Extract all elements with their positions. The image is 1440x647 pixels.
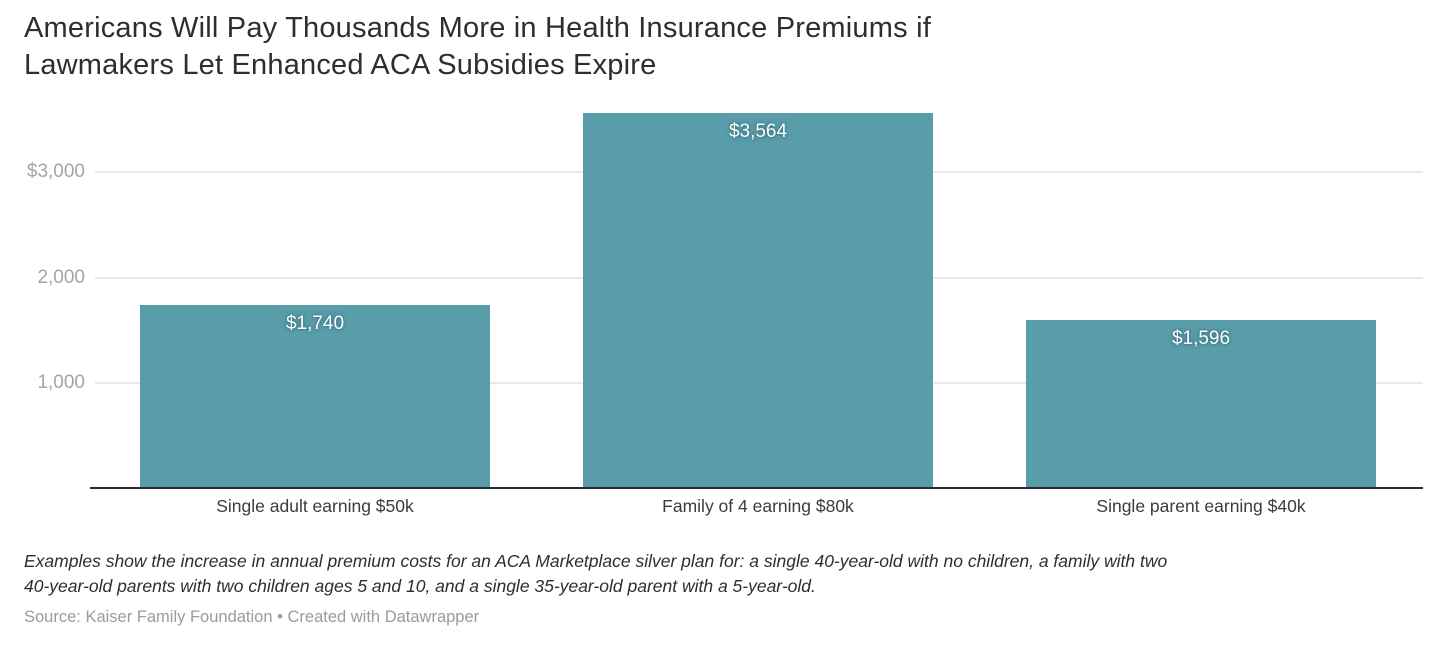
- x-axis-category-label: Single parent earning $40k: [1096, 496, 1306, 516]
- bar-3: $1,596: [1026, 320, 1376, 488]
- x-axis-category-label: Family of 4 earning $80k: [662, 496, 854, 516]
- source-attribution: Source: Kaiser Family Foundation • Creat…: [24, 608, 480, 626]
- y-axis-tick-label: $3,000: [26, 161, 85, 183]
- bar-value-label: $1,596: [1171, 328, 1231, 350]
- y-axis-tick-label: 1,000: [37, 371, 85, 393]
- y-axis-tick-label: 2,000: [37, 266, 85, 288]
- chart-title-line-2: Lawmakers Let Enhanced ACA Subsidies Exp…: [24, 49, 657, 81]
- bar-1: $1,740: [140, 304, 490, 488]
- footnote-line-1: Examples show the increase in annual pre…: [24, 551, 1168, 571]
- chart-title-line-1: Americans Will Pay Thousands More in Hea…: [24, 12, 931, 44]
- footnote-line-2: 40-year-old parents with two children ag…: [24, 575, 816, 596]
- chart-footnote: Examples show the increase in annual pre…: [24, 549, 1167, 598]
- chart-title: Americans Will Pay Thousands More in Hea…: [24, 10, 931, 84]
- x-axis-line: [90, 487, 1423, 489]
- bar-value-label: $1,740: [285, 312, 345, 334]
- x-axis-category-label: Single adult earning $50k: [216, 496, 414, 516]
- bar-value-label: $3,564: [728, 121, 788, 142]
- bar-2: $3,564: [583, 113, 933, 488]
